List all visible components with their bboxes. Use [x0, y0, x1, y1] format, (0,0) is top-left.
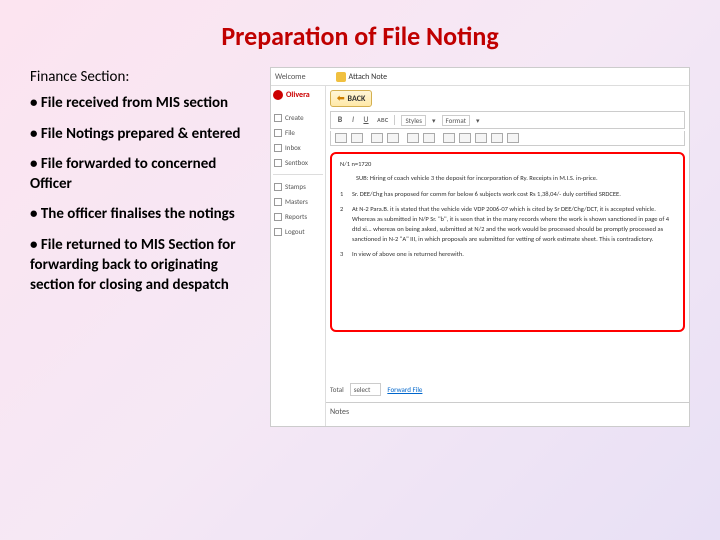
select-dropdown[interactable]: select: [350, 383, 382, 396]
attach-icon: [336, 72, 346, 82]
underline-button[interactable]: U: [361, 114, 371, 126]
sidebar-label: Reports: [285, 212, 307, 221]
back-button[interactable]: ⬅ BACK: [330, 90, 372, 107]
welcome-label: Welcome: [275, 72, 306, 82]
user-icon: [273, 90, 283, 100]
sidebar-user: Olivera: [273, 90, 323, 100]
sent-icon: [274, 159, 282, 167]
bold-button[interactable]: B: [335, 114, 345, 126]
sidebar-label: Logout: [285, 227, 305, 236]
bullet-item: • File received from MIS section: [30, 93, 260, 113]
sidebar-label: Stamps: [285, 182, 306, 191]
sidebar-divider: [273, 174, 323, 175]
point-text: At N-2 Para.B. it is stated that the veh…: [352, 205, 675, 244]
table-icon[interactable]: [475, 133, 487, 143]
bullet-item: • File forwarded to concerned Officer: [30, 154, 260, 195]
sidebar-item-logout[interactable]: Logout: [273, 224, 323, 239]
slide-title: Preparation of File Noting: [0, 0, 720, 67]
content-area: Finance Section: • File received from MI…: [0, 67, 720, 427]
point-num: 1: [340, 190, 352, 200]
editor-toolbar-2: [330, 131, 685, 146]
bottom-bar: Total select Forward File: [330, 383, 685, 396]
styles-dropdown[interactable]: Styles: [401, 115, 426, 126]
back-arrow-icon: ⬅: [337, 93, 345, 104]
sidebar-label: Inbox: [285, 143, 301, 152]
bullet-item: • The officer finalises the notings: [30, 204, 260, 224]
outdent-icon[interactable]: [371, 133, 383, 143]
link-icon[interactable]: [443, 133, 455, 143]
special-char-icon[interactable]: [507, 133, 519, 143]
back-label: BACK: [348, 94, 366, 104]
list-number-icon[interactable]: [351, 133, 363, 143]
sidebar-label: Create: [285, 113, 304, 122]
sub-text: Hiring of coach vehicle 3 the deposit fo…: [370, 174, 598, 182]
bullet-text: The officer finalises the notings: [41, 205, 235, 223]
redo-icon[interactable]: [423, 133, 435, 143]
notes-footer: Notes: [326, 402, 689, 426]
attach-label: Attach Note: [349, 72, 388, 82]
editor-toolbar-1: B I U ᴀʙᴄ Styles ▾ Format ▾: [330, 111, 685, 129]
dropdown-caret-icon: ▾: [432, 116, 436, 125]
logout-icon: [274, 228, 282, 236]
sidebar-label: Masters: [285, 197, 308, 206]
sidebar-item-masters[interactable]: Masters: [273, 194, 323, 209]
note-header: N/1 n=1720: [340, 160, 675, 170]
forward-file-link[interactable]: Forward File: [387, 385, 422, 394]
sidebar-label: Sentbox: [285, 158, 308, 167]
app-topbar: Welcome Attach Note: [271, 68, 689, 86]
user-name: Olivera: [286, 90, 310, 100]
sidebar-item-sentbox[interactable]: Sentbox: [273, 155, 323, 170]
strike-button[interactable]: ᴀʙᴄ: [377, 115, 388, 125]
sidebar-item-reports[interactable]: Reports: [273, 209, 323, 224]
bullet-item: • File returned to MIS Section for forwa…: [30, 235, 260, 296]
point-num: 2: [340, 205, 352, 244]
bullet-text: File received from MIS section: [41, 94, 228, 112]
app-main: ⬅ BACK B I U ᴀʙᴄ Styles ▾ Format ▾: [326, 86, 689, 426]
note-point: 1 Sr. DEE/Chg has proposed for comm for …: [340, 190, 675, 200]
biu-group: B I U: [335, 114, 371, 126]
folder-icon: [274, 114, 282, 122]
sidebar-item-file[interactable]: File: [273, 125, 323, 140]
toolbar-sep: [394, 115, 395, 125]
indent-icon[interactable]: [387, 133, 399, 143]
bullet-item: • File Notings prepared & entered: [30, 124, 260, 144]
bullet-text: File Notings prepared & entered: [41, 125, 241, 143]
reports-icon: [274, 213, 282, 221]
image-icon[interactable]: [459, 133, 471, 143]
section-heading: Finance Section:: [30, 67, 260, 87]
sub-label: SUB:: [356, 174, 368, 182]
app-sidebar: Olivera Create File Inbox Sentbox Stamps…: [271, 86, 326, 426]
left-text-block: Finance Section: • File received from MI…: [30, 67, 260, 427]
note-point: 3 In view of above one is returned herew…: [340, 250, 675, 260]
sidebar-item-stamps[interactable]: Stamps: [273, 179, 323, 194]
italic-button[interactable]: I: [348, 114, 358, 126]
hr-icon[interactable]: [491, 133, 503, 143]
total-label: Total: [330, 385, 344, 394]
note-subject: SUB: Hiring of coach vehicle 3 the depos…: [356, 174, 675, 184]
inbox-icon: [274, 144, 282, 152]
masters-icon: [274, 198, 282, 206]
stamps-icon: [274, 183, 282, 191]
file-icon: [274, 129, 282, 137]
undo-icon[interactable]: [407, 133, 419, 143]
sidebar-item-inbox[interactable]: Inbox: [273, 140, 323, 155]
bullet-text: File forwarded to concerned Officer: [30, 155, 216, 193]
point-num: 3: [340, 250, 352, 260]
app-screenshot: Welcome Attach Note Olivera Create File …: [270, 67, 690, 427]
format-dropdown[interactable]: Format: [442, 115, 470, 126]
point-text: Sr. DEE/Chg has proposed for comm for be…: [352, 190, 621, 200]
bullet-text: File returned to MIS Section for forward…: [30, 236, 236, 295]
note-point: 2 At N-2 Para.B. it is stated that the v…: [340, 205, 675, 244]
note-content[interactable]: N/1 n=1720 SUB: Hiring of coach vehicle …: [330, 152, 685, 332]
dropdown-caret-icon: ▾: [476, 116, 480, 125]
sidebar-item-create[interactable]: Create: [273, 110, 323, 125]
point-text: In view of above one is returned herewit…: [352, 250, 464, 260]
app-body: Olivera Create File Inbox Sentbox Stamps…: [271, 86, 689, 426]
list-bullet-icon[interactable]: [335, 133, 347, 143]
sidebar-label: File: [285, 128, 295, 137]
